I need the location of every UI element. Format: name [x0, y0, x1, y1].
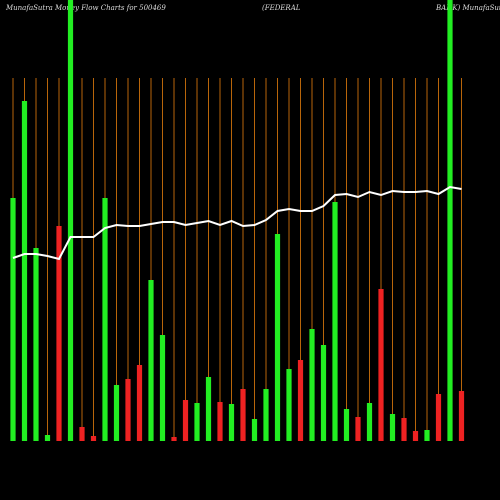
bar — [320, 345, 327, 441]
bar — [171, 437, 177, 441]
bar — [217, 402, 223, 441]
bar — [332, 202, 338, 441]
bar — [424, 430, 430, 441]
bar — [79, 427, 85, 441]
bar — [447, 0, 453, 441]
bar — [159, 335, 166, 441]
bar — [435, 394, 442, 441]
bar — [205, 377, 212, 441]
bar — [21, 101, 28, 441]
bar — [412, 431, 419, 441]
bar — [286, 369, 292, 441]
bar — [33, 248, 39, 441]
bar — [194, 403, 200, 441]
bar — [251, 419, 258, 441]
bar — [309, 329, 315, 441]
bar — [102, 198, 108, 441]
bar — [297, 360, 304, 441]
chart-title: MunafaSutra Money Flow Charts for 500469 — [5, 4, 166, 12]
money-flow-line — [12, 185, 462, 261]
chart-title: BANK) MunafaSutra — [435, 4, 500, 12]
bar — [90, 436, 97, 441]
bar — [125, 379, 131, 441]
bar — [67, 0, 74, 441]
bar — [355, 417, 361, 441]
bar — [56, 226, 62, 441]
bar — [263, 389, 269, 441]
bar — [378, 289, 384, 441]
bar — [113, 385, 120, 441]
bar — [458, 391, 465, 441]
bar — [274, 234, 281, 441]
bar — [148, 280, 154, 441]
chart-title: (FEDERAL — [262, 4, 301, 12]
bar — [343, 409, 350, 441]
bar — [136, 365, 143, 441]
bar — [389, 414, 396, 441]
bar — [240, 389, 246, 441]
bar — [228, 404, 235, 441]
bar — [366, 403, 373, 441]
bar — [401, 418, 407, 441]
bar — [182, 400, 189, 441]
bar — [10, 198, 16, 441]
bar — [44, 435, 51, 441]
